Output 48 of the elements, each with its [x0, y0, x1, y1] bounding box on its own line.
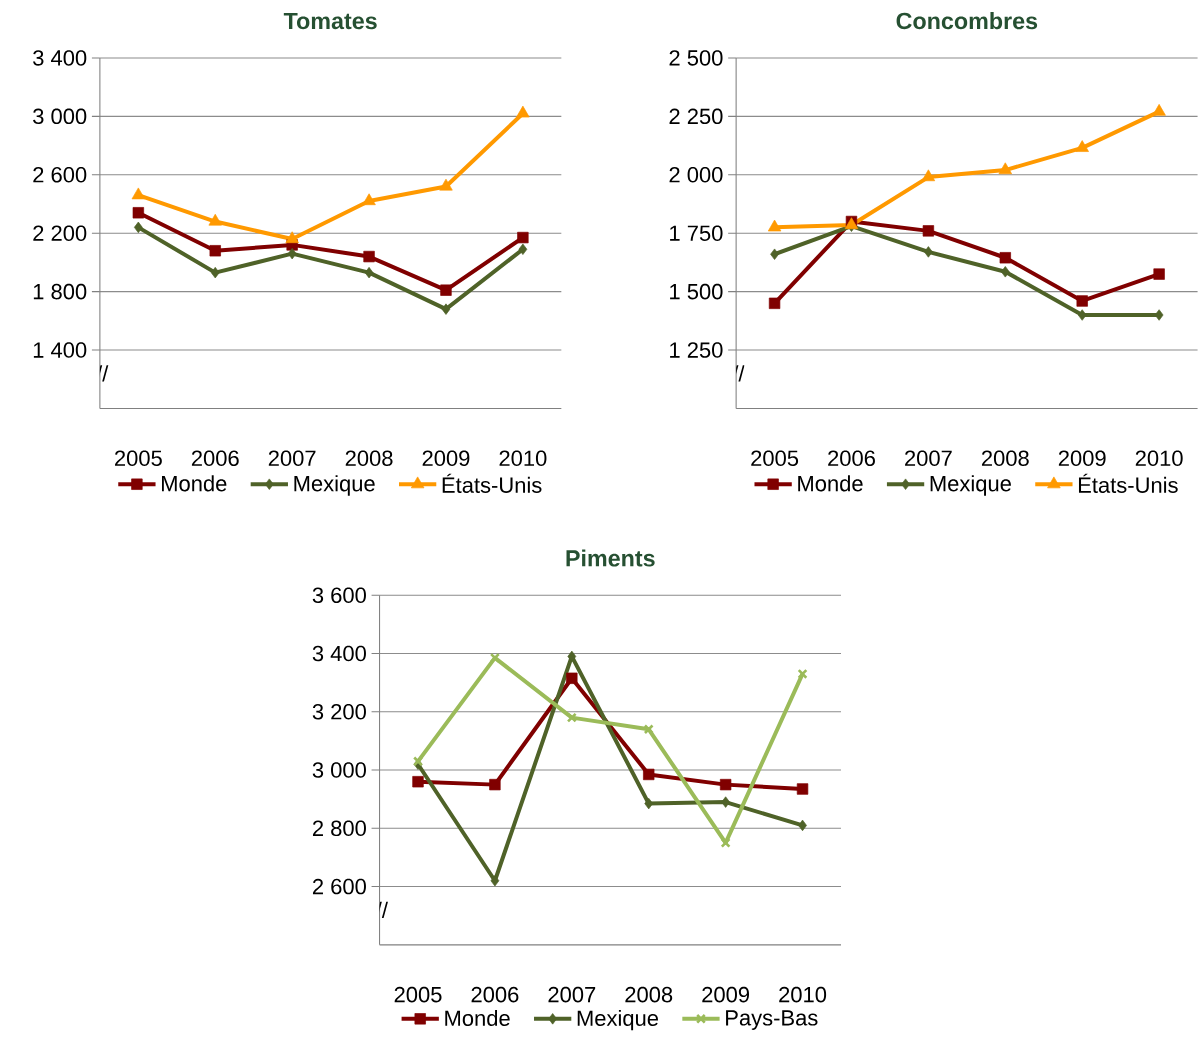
x-tick-label: 2010 — [779, 986, 827, 1003]
x-tick-label: 2006 — [828, 450, 875, 467]
legend-label: États-Unis — [442, 473, 542, 494]
x-tick-label: 2008 — [345, 450, 393, 467]
y-tick-label: 3 400 — [33, 50, 87, 66]
legend-label: Mexique — [577, 1010, 659, 1031]
x-tick-label: 2008 — [981, 450, 1029, 467]
y-tick-label: 2 200 — [33, 225, 87, 242]
x-tick-label: 2006 — [191, 450, 239, 467]
legend-label: Monde — [445, 1010, 510, 1027]
y-tick-label: 1 400 — [33, 342, 87, 358]
y-tick-label: 2 000 — [669, 167, 723, 183]
y-tick-label: 2 800 — [312, 820, 366, 837]
y-tick-label: 3 000 — [33, 108, 87, 125]
x-tick-label: 2010 — [499, 450, 547, 467]
y-tick-label: 3 000 — [312, 762, 366, 778]
y-tick-label: 3 200 — [312, 704, 366, 720]
y-tick-label: 3 600 — [312, 587, 366, 604]
chart-title: Tomates — [283, 13, 377, 30]
x-tick-label: 2009 — [702, 986, 750, 1003]
y-tick-label: 2 600 — [312, 878, 366, 895]
y-tick-label: 1 750 — [670, 225, 723, 242]
legend-label: Pays-Bas — [726, 1010, 818, 1031]
y-tick-label: 1 800 — [33, 283, 87, 300]
x-tick-label: 2007 — [905, 450, 952, 467]
legend-label: Mexique — [930, 475, 1011, 496]
x-tick-label: 2010 — [1135, 450, 1183, 467]
x-tick-label: 2006 — [471, 986, 519, 1003]
x-tick-label: 2008 — [625, 986, 673, 1003]
legend-label: Monde — [162, 475, 227, 492]
chart-title: Concombres — [896, 12, 1038, 30]
legend-label: États-Unis — [1078, 473, 1178, 494]
x-tick-label: 2005 — [394, 986, 442, 1003]
x-tick-label: 2007 — [268, 450, 316, 467]
y-tick-label: 2 500 — [669, 50, 723, 66]
y-tick-label: 2 250 — [669, 108, 723, 125]
legend-label: Monde — [798, 475, 863, 492]
x-tick-label: 2009 — [422, 450, 470, 467]
x-tick-label: 2007 — [548, 986, 596, 1003]
y-tick-label: 1 250 — [670, 342, 723, 358]
x-tick-label: 2005 — [751, 450, 799, 467]
y-tick-label: 2 600 — [33, 167, 87, 183]
y-tick-label: 3 400 — [312, 645, 366, 662]
x-tick-label: 2005 — [115, 450, 162, 467]
legend-label: Mexique — [294, 475, 375, 496]
chart-title: Piments — [566, 549, 655, 567]
x-tick-label: 2009 — [1058, 450, 1106, 467]
y-tick-label: 1 500 — [670, 283, 723, 300]
